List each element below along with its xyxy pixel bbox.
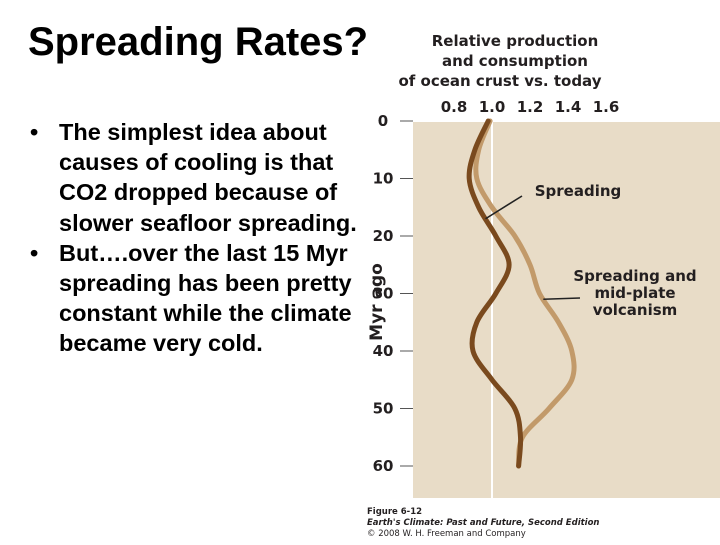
- chart-title-line: of ocean crust vs. today: [398, 72, 601, 90]
- x-tick-label: 0.8: [441, 98, 468, 116]
- y-tick-label: 60: [373, 457, 394, 475]
- bullet-list: • The simplest idea about causes of cool…: [28, 117, 358, 359]
- chart-figure: Relative production and consumption of oce…: [360, 26, 720, 540]
- figure-caption-number: Figure 6-12: [367, 507, 422, 517]
- y-tick-label: 10: [373, 170, 394, 188]
- y-tick-label: 50: [373, 400, 394, 418]
- y-tick-label: 40: [373, 342, 394, 360]
- y-axis-label: Myr ago: [367, 263, 387, 341]
- annotation-leader-line: [485, 195, 523, 220]
- annotation-label: mid-plate: [594, 284, 675, 302]
- bullet-item: • But….over the last 15 Myr spreading ha…: [28, 238, 358, 359]
- bullet-dot: •: [30, 239, 39, 266]
- chart-title-line: Relative production: [432, 32, 599, 50]
- figure-caption-copyright: © 2008 W. H. Freeman and Company: [367, 529, 526, 539]
- series-line-spreading-volcanism: [473, 118, 577, 469]
- x-tick-label: 1.0: [479, 98, 506, 116]
- x-tick-label: 1.6: [593, 98, 620, 116]
- x-tick-label: 1.4: [555, 98, 582, 116]
- series-line-spreading: [466, 118, 524, 469]
- annotation-label: volcanism: [593, 301, 678, 319]
- bullet-item: • The simplest idea about causes of cool…: [28, 117, 358, 238]
- chart-svg: Relative production and consumption of oce…: [367, 32, 720, 539]
- y-tick-label: 0: [378, 112, 388, 130]
- y-tick-label: 20: [373, 227, 394, 245]
- y-tick-label: 30: [373, 285, 394, 303]
- bullet-text: The simplest idea about causes of coolin…: [59, 119, 357, 236]
- bullet-text: But….over the last 15 Myr spreading has …: [59, 239, 352, 357]
- slide-title: Spreading Rates?: [28, 20, 369, 64]
- figure-caption-book: Earth's Climate: Past and Future, Second…: [367, 518, 599, 528]
- x-tick-label: 1.2: [517, 98, 544, 116]
- annotation-label: Spreading and: [573, 267, 696, 285]
- annotation-label: Spreading: [535, 182, 622, 200]
- annotation-leader-line: [543, 297, 581, 301]
- bullet-dot: •: [30, 119, 39, 145]
- chart-title-line: and consumption: [442, 52, 588, 70]
- plot-panel: [413, 122, 720, 498]
